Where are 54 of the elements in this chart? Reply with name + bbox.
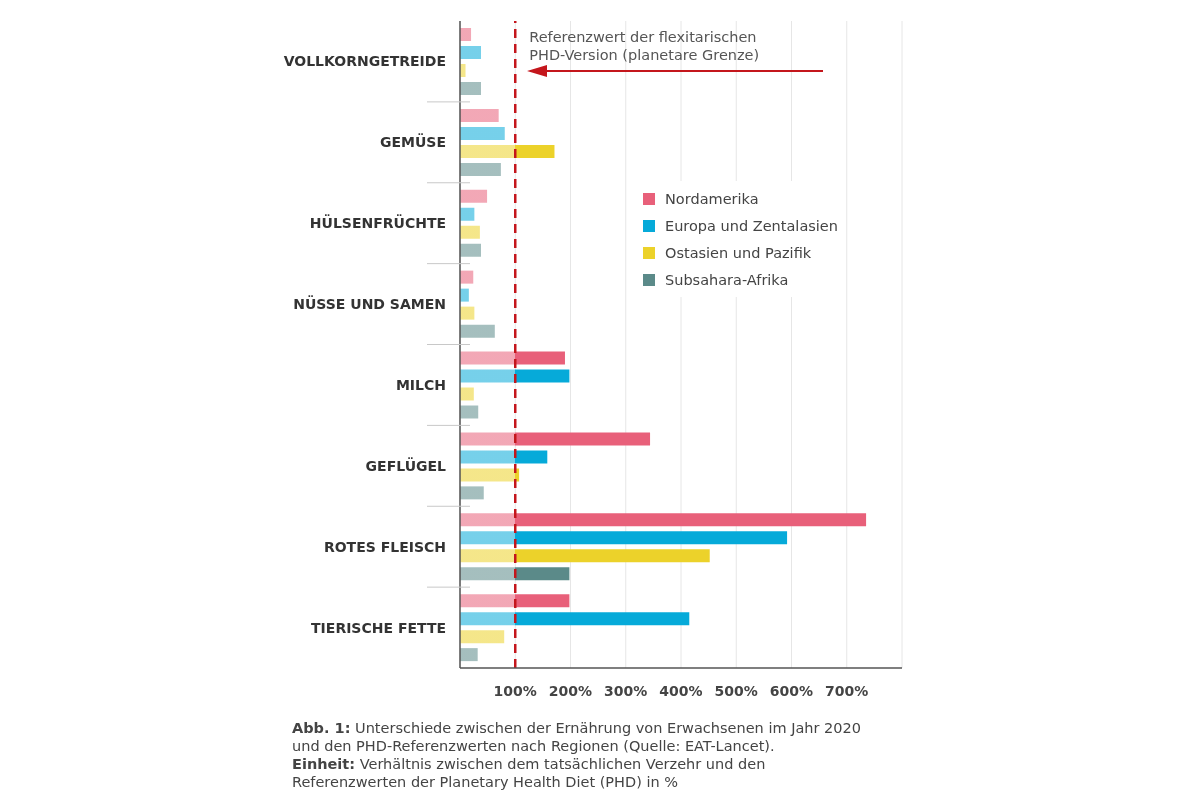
bar bbox=[460, 630, 505, 644]
ref-line-label: Referenzwert der flexitarischen PHD-Version (planetare Grenze) bbox=[529, 28, 761, 64]
y-tick-label: VOLLKORNGETREIDE bbox=[283, 53, 446, 70]
bar bbox=[460, 369, 570, 383]
x-tick-label: 700% bbox=[825, 682, 869, 699]
y-tick-label: NÜSSE UND SAMEN bbox=[293, 295, 446, 313]
x-tick-label: 100% bbox=[493, 682, 537, 699]
bar bbox=[460, 82, 481, 95]
bar bbox=[460, 64, 466, 77]
bar bbox=[460, 108, 499, 122]
y-tick-label: HÜLSENFRÜCHTE bbox=[309, 214, 446, 232]
x-tick-label: 500% bbox=[714, 682, 758, 699]
legend-label: Subsahara-Afrika bbox=[665, 271, 789, 288]
x-tick-label: 200% bbox=[548, 682, 593, 699]
legend-label: Nordamerika bbox=[665, 190, 759, 207]
bar bbox=[460, 405, 479, 419]
bar bbox=[460, 567, 570, 581]
bar bbox=[460, 549, 710, 563]
bar bbox=[460, 243, 481, 257]
bar bbox=[460, 126, 505, 140]
bar bbox=[460, 162, 501, 176]
bar bbox=[460, 189, 488, 203]
legend-label: Europa und Zentalasien bbox=[665, 217, 838, 234]
y-tick-label: TIERISCHE FETTE bbox=[311, 619, 446, 636]
bar bbox=[460, 486, 484, 500]
x-tick-label: 400% bbox=[659, 682, 703, 699]
legend-label: Ostasien und Pazifik bbox=[665, 244, 812, 261]
text: Einheit: Verhältnis zwischen dem tatsächlichen Verzehr und den Referenzwerten der Planetary Health Diet (PHD) in % bbox=[292, 755, 767, 791]
y-tick-label: MILCH bbox=[395, 376, 446, 393]
bar bbox=[460, 531, 788, 545]
bar bbox=[460, 207, 475, 221]
caption: Abb. 1: Unterschiede zwischen der Ernährung von Erwachsenen im Jahr 2020 und den PHD-Referenzwerten nach Regionen (Quelle: EAT-Lancet). bbox=[292, 719, 862, 755]
bar bbox=[460, 144, 555, 158]
y-tick-label: GEFLÜGEL bbox=[365, 456, 447, 474]
bar bbox=[460, 387, 474, 401]
bar bbox=[460, 468, 520, 482]
bar bbox=[460, 513, 867, 527]
bar bbox=[460, 648, 478, 662]
bar bbox=[460, 46, 481, 59]
bar bbox=[460, 324, 495, 338]
bar bbox=[460, 306, 475, 320]
bar bbox=[460, 351, 565, 365]
bar bbox=[460, 594, 570, 608]
y-tick-label: GEMÜSE bbox=[379, 133, 446, 151]
bar bbox=[460, 225, 480, 239]
bar bbox=[460, 432, 651, 446]
x-tick-label: 600% bbox=[769, 682, 814, 699]
bar bbox=[460, 270, 474, 284]
bar bbox=[460, 288, 469, 302]
bar bbox=[460, 612, 690, 626]
y-tick-label: ROTES FLEISCH bbox=[323, 538, 446, 555]
bar bbox=[460, 28, 472, 41]
x-tick-label: 300% bbox=[604, 682, 648, 699]
bar bbox=[460, 450, 548, 464]
